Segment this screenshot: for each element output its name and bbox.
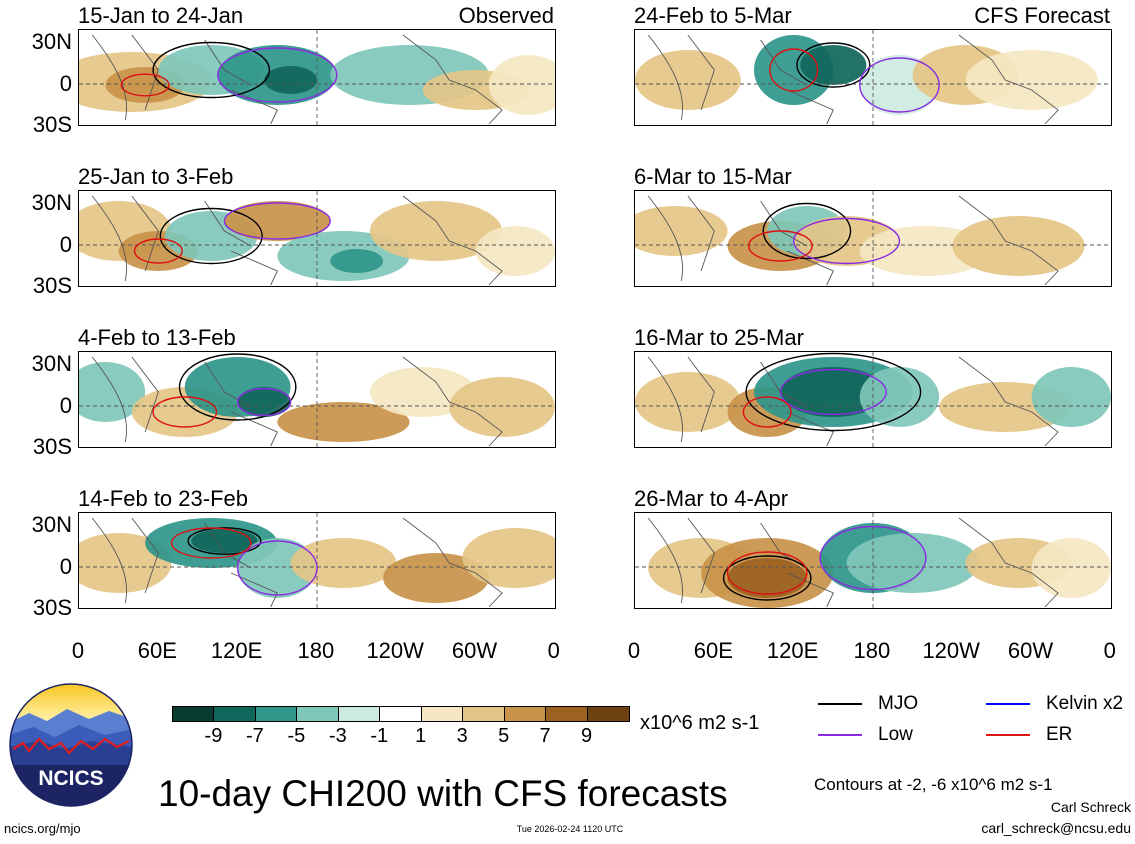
colorbar-swatch <box>255 707 298 721</box>
map-panel-left-4 <box>78 512 556 609</box>
legend-low-line <box>818 734 862 736</box>
map-panel-left-3 <box>78 351 556 448</box>
cfs-forecast-label: CFS Forecast <box>974 3 1110 28</box>
anomaly-map <box>79 191 555 286</box>
panel-title-left-1: 15-Jan to 24-Jan <box>78 3 244 28</box>
panel-title-right-2: 6-Mar to 15-Mar <box>634 164 792 189</box>
colorbar-tick-label: 7 <box>539 725 551 747</box>
legend-mjo-line <box>818 703 862 705</box>
colorbar-tick-label: -9 <box>204 725 223 747</box>
contour-note: Contours at -2, -6 x10^6 m2 s-1 <box>814 775 1053 794</box>
latitude-label: 30S <box>32 112 72 137</box>
colorbar-swatch <box>380 707 422 721</box>
colorbar-tick-label: 5 <box>498 725 510 747</box>
colorbar-swatch <box>297 707 339 721</box>
colorbar-tick-label: -7 <box>246 725 264 747</box>
latitude-label: 0 <box>59 393 72 418</box>
author-email[interactable]: carl_schreck@ncsu.edu <box>981 820 1131 836</box>
longitude-label: 0 <box>71 638 85 663</box>
footer-timestamp: Tue 2026-02-24 1120 UTC <box>516 824 624 834</box>
longitude-label: 120E <box>766 638 819 663</box>
latitude-label: 30S <box>32 595 72 620</box>
longitude-label: 60E <box>693 638 733 663</box>
latitude-label: 0 <box>59 232 72 257</box>
colorbar-swatch <box>587 707 629 721</box>
latitude-label: 30N <box>31 512 72 537</box>
panel-title-right-3: 16-Mar to 25-Mar <box>634 325 804 350</box>
longitude-label: 0 <box>627 638 641 663</box>
colorbar-swatch <box>546 707 588 721</box>
logo-text: NCICS <box>38 767 103 790</box>
longitude-label: 120E <box>210 638 263 663</box>
longitude-label: 120W <box>366 638 424 663</box>
legend-kelvin-label: Kelvin x2 <box>1046 693 1124 714</box>
colorbar-units: x10^6 m2 s-1 <box>640 712 760 734</box>
anomaly-map <box>635 191 1111 286</box>
author-name: Carl Schreck <box>1050 799 1131 815</box>
panel-title-right-4: 26-Mar to 4-Apr <box>634 486 789 511</box>
legend-kelvin-line <box>986 703 1030 705</box>
colorbar-swatch <box>463 707 505 721</box>
longitude-label: 60W <box>451 638 498 663</box>
longitude-label: 120W <box>922 638 980 663</box>
latitude-label: 30N <box>31 29 72 54</box>
legend-mjo-label: MJO <box>878 693 919 714</box>
longitude-label: 180 <box>853 638 891 663</box>
colorbar-tick-label: 9 <box>580 725 593 747</box>
map-panel-left-1 <box>78 29 556 126</box>
colorbar-tick-label: -1 <box>370 725 389 747</box>
longitude-label: 60E <box>137 638 177 663</box>
colorbar-tick-label: -5 <box>287 725 306 747</box>
map-panel-right-2 <box>634 190 1112 287</box>
colorbar-swatch <box>173 707 215 721</box>
legend-er-line <box>986 734 1030 736</box>
panel-title-right-1: 24-Feb to 5-Mar <box>634 3 792 28</box>
longitude-label: 180 <box>297 638 335 663</box>
colorbar-swatch <box>504 707 547 721</box>
longitude-label: 0 <box>1103 638 1116 663</box>
legend-low-label: Low <box>878 724 913 745</box>
colorbar-swatch <box>421 707 464 721</box>
colorbar-swatch <box>214 707 256 721</box>
ncics-logo: NCICS <box>9 683 133 807</box>
anomaly-map <box>79 30 555 125</box>
longitude-label: 60W <box>1007 638 1054 663</box>
map-panel-right-1 <box>634 29 1112 126</box>
latitude-label: 0 <box>59 71 72 96</box>
panel-title-left-3: 4-Feb to 13-Feb <box>78 325 236 350</box>
anomaly-map <box>79 352 555 447</box>
latitude-label: 0 <box>59 554 72 579</box>
map-panel-left-2 <box>78 190 556 287</box>
main-title: 10-day CHI200 with CFS forecasts <box>158 773 728 814</box>
colorbar-tick-label: 3 <box>456 725 468 747</box>
colorbar <box>172 706 630 722</box>
colorbar-tick-label: -3 <box>328 725 347 747</box>
footer-url[interactable]: ncics.org/mjo <box>4 821 81 836</box>
legend-er-label: ER <box>1046 724 1073 745</box>
observed-label: Observed <box>458 3 554 28</box>
anomaly-map <box>79 513 555 608</box>
map-panel-right-3 <box>634 351 1112 448</box>
anomaly-map <box>635 513 1111 608</box>
anomaly-map <box>635 30 1111 125</box>
panel-title-left-2: 25-Jan to 3-Feb <box>78 164 234 189</box>
ncics-logo-graphic: NCICS <box>9 683 133 807</box>
colorbar-swatch <box>338 707 381 721</box>
latitude-label: 30S <box>32 273 72 298</box>
panel-title-left-4: 14-Feb to 23-Feb <box>78 486 248 511</box>
longitude-label: 0 <box>547 638 560 663</box>
latitude-label: 30S <box>32 434 72 459</box>
colorbar-tick-label: 1 <box>415 725 427 747</box>
latitude-label: 30N <box>31 351 72 376</box>
latitude-label: 30N <box>31 190 72 215</box>
anomaly-map <box>635 352 1111 447</box>
map-panel-right-4 <box>634 512 1112 609</box>
